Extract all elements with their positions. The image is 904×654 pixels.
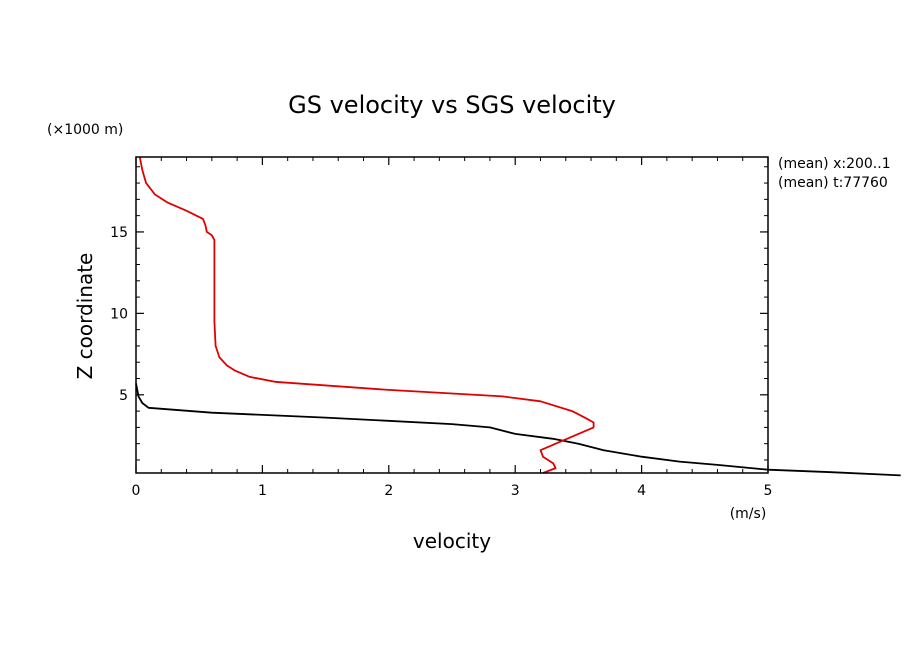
x-tick-label: 2	[384, 483, 393, 499]
series-line-2	[138, 156, 595, 474]
annotation-mean-t: (mean) t:77760	[778, 175, 888, 191]
y-tick-label: 15	[110, 225, 128, 241]
tick-labels: 0 1 2 3 4 5 5 10 15	[110, 225, 772, 499]
annotation-mean-x: (mean) x:200..1	[778, 156, 891, 172]
data-lines	[135, 156, 901, 477]
x-tick-label: 3	[511, 483, 520, 499]
x-tick-label: 0	[132, 483, 141, 499]
y-tick-label: 10	[110, 306, 128, 322]
series-line-1	[135, 383, 901, 477]
y-axis-title: Z coordinate	[73, 253, 97, 380]
axis-ticks	[135, 157, 769, 473]
x-axis-title: velocity	[413, 529, 491, 553]
plot-frame	[135, 156, 769, 474]
y-unit-label: (×1000 m)	[47, 122, 123, 138]
x-tick-label: 1	[258, 483, 267, 499]
x-unit-label: (m/s)	[730, 506, 767, 522]
y-tick-label: 5	[119, 388, 128, 404]
x-tick-label: 5	[764, 483, 773, 499]
chart-title: GS velocity vs SGS velocity	[288, 91, 616, 119]
x-tick-label: 4	[637, 483, 646, 499]
